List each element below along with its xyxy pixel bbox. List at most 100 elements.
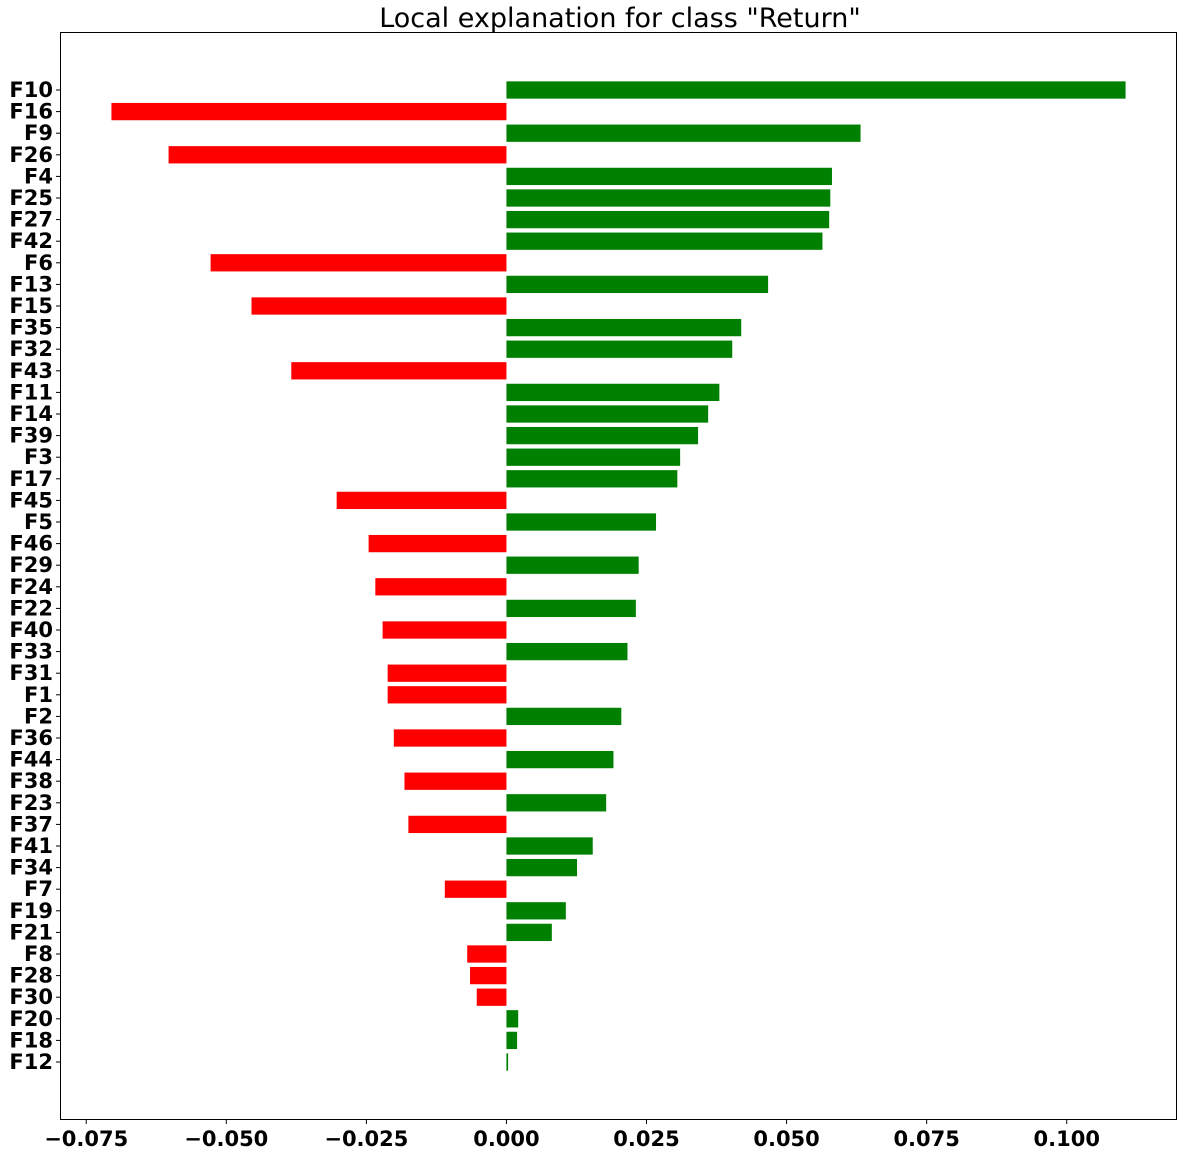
bar-f7 [444, 880, 507, 898]
y-tick-label: F41 [9, 834, 53, 858]
y-tick-label: F17 [9, 467, 53, 491]
y-tick-label: F36 [9, 726, 53, 750]
x-tick-label: −0.075 [44, 1127, 128, 1151]
bar-f32 [506, 340, 733, 358]
x-tick-label: −0.025 [324, 1127, 408, 1151]
x-tick-label: 0.000 [473, 1127, 539, 1151]
bar-f3 [506, 448, 681, 466]
bar-f1 [387, 686, 507, 704]
bar-f29 [506, 556, 639, 574]
x-ticks: −0.075 −0.050 −0.025 0.000 0.025 0.050 0.075 0.… [44, 1119, 1100, 1151]
bar-f15 [251, 297, 507, 315]
bar-f22 [506, 599, 636, 618]
bar-f28 [470, 966, 507, 985]
bar-f25 [506, 189, 831, 207]
bar-f36 [393, 729, 507, 747]
x-tick-label: 0.025 [613, 1127, 679, 1151]
bar-f5 [506, 513, 657, 531]
y-tick-label: F7 [24, 877, 53, 901]
y-tick-label: F38 [9, 769, 53, 793]
y-tick-label: F19 [9, 899, 53, 923]
y-tick-label: F31 [9, 661, 53, 685]
y-tick-label: F15 [9, 294, 53, 318]
bar-f2 [506, 707, 622, 726]
y-tick-label: F21 [9, 920, 53, 944]
chart-title: Local explanation for class "Return" [379, 3, 861, 34]
bar-f20 [506, 1010, 519, 1028]
y-tick-label: F1 [24, 683, 53, 707]
x-tick-label: 0.075 [893, 1127, 959, 1151]
y-tick-label: F6 [24, 251, 53, 275]
y-tick-label: F34 [9, 856, 53, 880]
y-tick-label: F43 [9, 359, 53, 383]
y-tick-label: F3 [24, 445, 53, 469]
plot-frame [60, 32, 1177, 1120]
y-tick-label: F13 [9, 272, 53, 296]
bar-f38 [404, 772, 507, 790]
y-tick-label: F35 [9, 316, 53, 340]
y-tick-label: F28 [9, 964, 53, 988]
y-tick-label: F26 [9, 143, 53, 167]
y-tick-label: F29 [9, 553, 53, 577]
y-tick-label: F20 [9, 1007, 53, 1031]
bar-f33 [506, 642, 628, 661]
bar-f14 [506, 405, 709, 423]
y-tick-label: F40 [9, 618, 53, 642]
y-tick-labels: F10F16F9F26F4F25F27F42F6F13F15F35F32F43F… [9, 78, 61, 1074]
bar-f34 [506, 858, 578, 877]
bar-f40 [382, 621, 507, 639]
y-tick-label: F45 [9, 488, 53, 512]
y-tick-label: F37 [9, 812, 53, 836]
bar-f13 [506, 275, 769, 294]
y-tick-label: F11 [9, 380, 53, 404]
bar-f39 [506, 426, 699, 445]
y-tick-label: F14 [9, 402, 53, 426]
y-tick-label: F18 [9, 1028, 53, 1052]
y-tick-label: F39 [9, 424, 53, 448]
y-tick-label: F8 [24, 942, 53, 966]
y-tick-label: F32 [9, 337, 53, 361]
bar-f19 [506, 902, 566, 920]
bar-f11 [506, 383, 720, 402]
y-tick-label: F23 [9, 791, 53, 815]
x-tick-label: 0.050 [753, 1127, 819, 1151]
y-tick-label: F5 [24, 510, 53, 534]
bar-f16 [111, 102, 507, 121]
y-tick-label: F2 [24, 704, 53, 728]
bar-f44 [506, 750, 614, 769]
y-tick-label: F22 [9, 596, 53, 620]
bar-f42 [506, 232, 823, 250]
y-tick-label: F9 [24, 121, 53, 145]
bar-f35 [506, 318, 742, 337]
bar-f31 [387, 664, 507, 682]
bar-f18 [506, 1031, 518, 1050]
y-tick-label: F30 [9, 985, 53, 1009]
y-tick-label: F25 [9, 186, 53, 210]
y-tick-label: F12 [9, 1050, 53, 1074]
x-tick-label: −0.050 [184, 1127, 268, 1151]
bar-f43 [291, 362, 507, 380]
y-tick-label: F33 [9, 640, 53, 664]
bar-f46 [368, 534, 507, 553]
y-tick-label: F4 [24, 164, 53, 188]
bar-f10 [506, 81, 1126, 99]
bar-f30 [476, 988, 507, 1006]
bars-group [111, 81, 1126, 1071]
y-tick-label: F24 [9, 575, 53, 599]
bar-f26 [168, 146, 507, 164]
bar-f17 [506, 470, 678, 488]
y-tick-label: F44 [9, 748, 53, 772]
bar-f27 [506, 210, 830, 229]
y-tick-label: F46 [9, 532, 53, 556]
x-tick-label: 0.100 [1034, 1127, 1100, 1151]
bar-f9 [506, 124, 861, 142]
y-tick-label: F10 [9, 78, 53, 102]
bar-f23 [506, 794, 607, 812]
y-tick-label: F42 [9, 229, 53, 253]
bar-f6 [210, 254, 507, 272]
bar-f24 [375, 578, 507, 596]
bar-f37 [408, 815, 507, 834]
bar-f12 [506, 1053, 509, 1071]
